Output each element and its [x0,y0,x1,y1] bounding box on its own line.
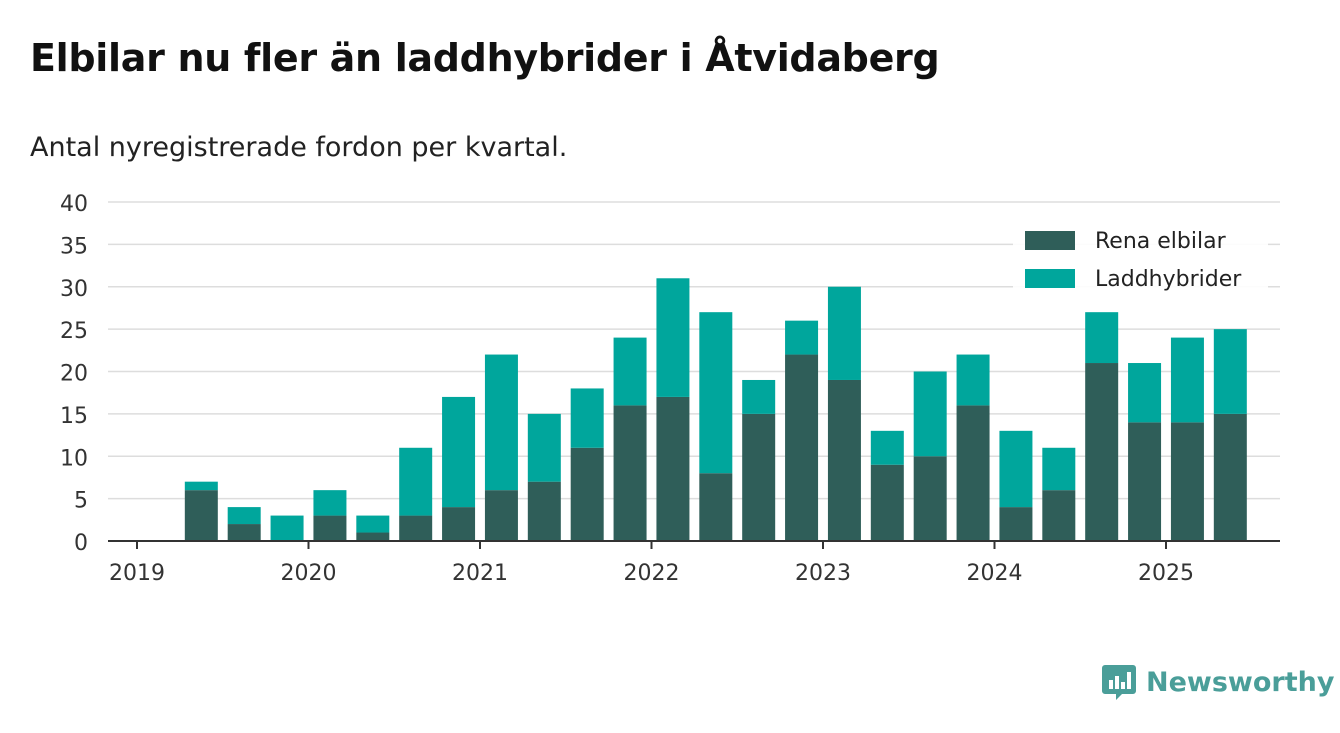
newsworthy-logo-icon [1102,665,1136,700]
bar-segment [870,430,904,465]
bar-segment [356,532,390,541]
legend-label: Laddhybrider [1095,267,1242,292]
legend-label: Rena elbilar [1095,229,1227,254]
bar-segment [227,507,261,525]
x-tick-label: 2023 [795,561,851,586]
bar-segment [956,405,990,541]
y-tick-label: 0 [74,531,88,556]
bar-segment [527,481,561,541]
bar-segment [184,490,218,541]
newsworthy-logo[interactable]: Newsworthy [1102,662,1334,702]
y-tick-label: 30 [60,277,88,302]
bar-segment [570,388,604,448]
bar-segment [1213,329,1247,414]
bar-segment [999,430,1033,508]
legend-swatch [1025,269,1075,288]
bar-segment [484,354,518,491]
bar-segment [613,337,647,406]
bar-segment [1042,447,1076,491]
bar-segment [656,278,690,397]
bar-segment [1085,312,1119,364]
bar-segment [1170,422,1204,541]
brand-name: Newsworthy [1146,666,1335,698]
bar-segment [484,490,518,541]
x-tick-label: 2021 [452,561,508,586]
bar-segment [1042,490,1076,541]
y-tick-label: 35 [60,234,88,259]
bar-segment [1128,363,1162,423]
bar-segment [656,396,690,541]
x-tick-label: 2020 [281,561,337,586]
legend-swatch [1025,231,1075,250]
bar-segment [570,447,604,541]
x-tick-label: 2019 [109,561,165,586]
y-tick-label: 25 [60,319,88,344]
bar-segment [313,515,347,541]
bar-segment [270,515,304,541]
bar-segment [356,515,390,533]
bar-segment [785,320,819,355]
y-tick-label: 40 [60,192,88,217]
chart-subtitle: Antal nyregistrerade fordon per kvartal. [30,132,568,163]
bar-segment [613,405,647,541]
bar-segment [1213,413,1247,541]
bar-segment [184,481,218,491]
y-tick-label: 5 [74,489,88,514]
bar-segment [1170,337,1204,423]
bar-segment [313,490,347,516]
y-tick-label: 10 [60,446,88,471]
bar-segment [870,464,904,541]
bar-segment [913,456,947,541]
bar-segment [742,413,776,541]
bar-segment [399,447,433,516]
x-tick-label: 2024 [967,561,1023,586]
x-tick-label: 2025 [1138,561,1194,586]
bar-segment [913,371,947,457]
bars [184,278,1247,541]
bar-segment [699,312,733,474]
y-tick-label: 20 [60,362,88,387]
bar-segment [527,413,561,482]
bar-segment [442,396,476,508]
chart-title: Elbilar nu fler än laddhybrider i Åtvida… [30,36,940,80]
legend: Rena elbilar Laddhybrider [1013,222,1268,294]
bar-segment [1085,363,1119,541]
bar-segment [827,379,861,541]
bar-segment [442,507,476,541]
bar-segment [827,286,861,380]
bar-segment [1128,422,1162,541]
x-tick-label: 2022 [624,561,680,586]
bar-segment [999,507,1033,541]
bar-segment [699,473,733,541]
bar-segment [399,515,433,541]
bar-segment [227,524,261,541]
bar-segment [785,354,819,541]
bar-segment [742,379,776,414]
y-tick-label: 15 [60,404,88,429]
bar-segment [956,354,990,406]
